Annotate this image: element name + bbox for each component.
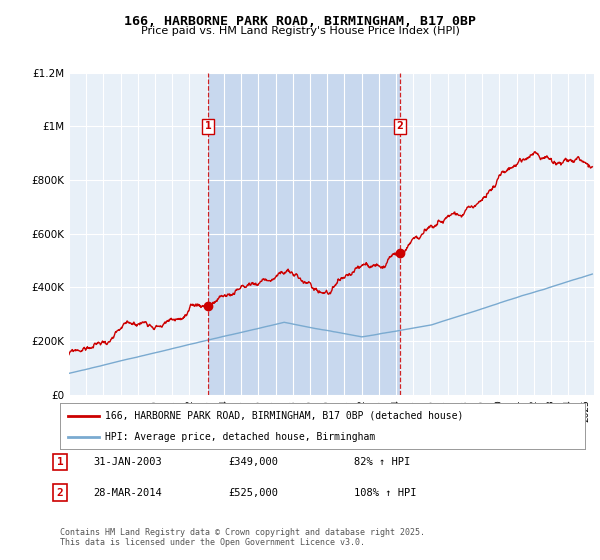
Text: 28-MAR-2014: 28-MAR-2014 — [93, 488, 162, 498]
Text: HPI: Average price, detached house, Birmingham: HPI: Average price, detached house, Birm… — [104, 432, 375, 442]
Text: 82% ↑ HPI: 82% ↑ HPI — [354, 457, 410, 467]
Text: 108% ↑ HPI: 108% ↑ HPI — [354, 488, 416, 498]
Text: £349,000: £349,000 — [228, 457, 278, 467]
Text: 1: 1 — [205, 122, 211, 132]
Text: Contains HM Land Registry data © Crown copyright and database right 2025.
This d: Contains HM Land Registry data © Crown c… — [60, 528, 425, 547]
Text: 31-JAN-2003: 31-JAN-2003 — [93, 457, 162, 467]
Text: 1: 1 — [56, 457, 64, 467]
Text: Price paid vs. HM Land Registry's House Price Index (HPI): Price paid vs. HM Land Registry's House … — [140, 26, 460, 36]
Text: £525,000: £525,000 — [228, 488, 278, 498]
Text: 2: 2 — [397, 122, 403, 132]
Bar — [208, 73, 400, 395]
Text: 166, HARBORNE PARK ROAD, BIRMINGHAM, B17 0BP: 166, HARBORNE PARK ROAD, BIRMINGHAM, B17… — [124, 15, 476, 28]
Text: 2: 2 — [56, 488, 64, 498]
Text: 166, HARBORNE PARK ROAD, BIRMINGHAM, B17 0BP (detached house): 166, HARBORNE PARK ROAD, BIRMINGHAM, B17… — [104, 410, 463, 421]
